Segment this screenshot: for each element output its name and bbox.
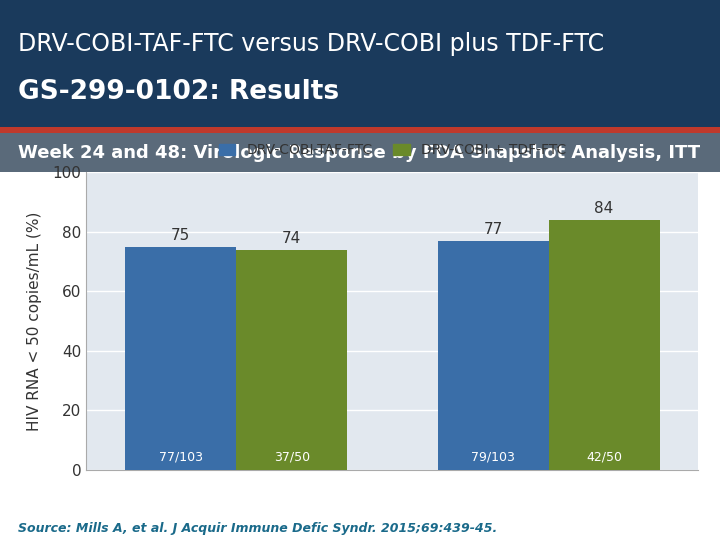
Bar	[438, 241, 549, 470]
Text: GS-299-0102: Results: GS-299-0102: Results	[18, 79, 339, 105]
Text: 84: 84	[595, 201, 613, 217]
Text: 79/103: 79/103	[471, 451, 515, 464]
Bar	[549, 220, 660, 470]
Text: 37/50: 37/50	[274, 451, 310, 464]
Legend: DRV-COBI-TAF-FTC, DRV-COBI + TDF-FTC: DRV-COBI-TAF-FTC, DRV-COBI + TDF-FTC	[213, 138, 572, 163]
Text: Week 24 and 48: Virologic Response by FDA Snapshot Analysis, ITT: Week 24 and 48: Virologic Response by FD…	[18, 144, 700, 162]
Text: 77/103: 77/103	[159, 451, 203, 464]
Bar	[236, 249, 347, 470]
Text: DRV-COBI-TAF-FTC versus DRV-COBI plus TDF-FTC: DRV-COBI-TAF-FTC versus DRV-COBI plus TD…	[18, 32, 604, 56]
Text: 74: 74	[282, 231, 302, 246]
Text: 42/50: 42/50	[586, 451, 622, 464]
Text: Source: Mills A, et al. J Acquir Immune Defic Syndr. 2015;69:439-45.: Source: Mills A, et al. J Acquir Immune …	[18, 522, 498, 535]
Text: 75: 75	[171, 228, 190, 243]
Bar	[125, 247, 236, 470]
Y-axis label: HIV RNA < 50 copies/mL (%): HIV RNA < 50 copies/mL (%)	[27, 211, 42, 431]
Text: 77: 77	[483, 222, 503, 237]
